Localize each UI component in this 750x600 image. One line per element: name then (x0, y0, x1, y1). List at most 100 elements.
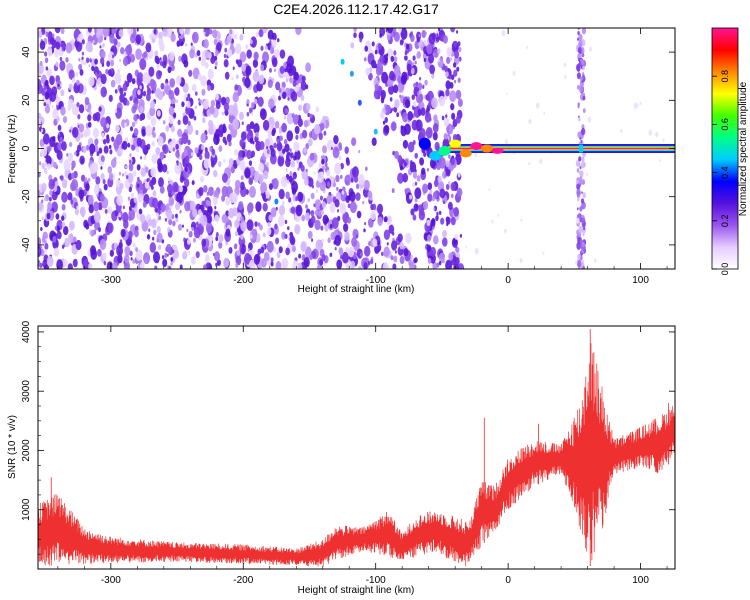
spectrogram-speckle (213, 38, 218, 46)
spectrogram-speckle (426, 244, 432, 253)
spectrogram-speckle (183, 149, 188, 157)
spectrogram-speckle (363, 57, 367, 62)
spectrogram-speckle (56, 225, 61, 233)
spectrogram-speckle (215, 100, 221, 110)
spectrogram-speckle (386, 28, 394, 34)
spectrogram-speckle (41, 199, 44, 204)
spectrogram-speckle (162, 144, 169, 155)
spectrogram-speckle (179, 28, 184, 35)
spectrogram-speckle (133, 114, 138, 122)
spectrogram-speckle (59, 56, 63, 62)
spectrogram-speckle (519, 257, 523, 264)
spectrogram-speckle (122, 205, 125, 210)
spectrogram-speckle (102, 178, 106, 185)
spectrogram-speckle (303, 119, 309, 128)
spectrogram-speckle (221, 195, 226, 202)
spectrogram-tone-onset (438, 145, 451, 156)
spectrogram-speckle (393, 84, 399, 94)
snr-x-tick-label: -200 (233, 575, 253, 586)
spectrogram-speckle (239, 51, 247, 63)
spectrogram-speckle (392, 231, 395, 236)
spectrogram-speckle (267, 221, 271, 227)
spectrogram-speckle (450, 157, 455, 166)
spectrogram-speckle (436, 262, 440, 268)
spectrogram-speckle (168, 218, 173, 226)
spectrogram-speckle (294, 149, 301, 161)
spectrogram-speckle (97, 248, 102, 257)
spectrogram-speckle (179, 185, 184, 193)
spectrogram-speckle (423, 39, 427, 45)
spectrogram-speckle (61, 215, 65, 221)
spectrogram-speckle (543, 111, 546, 115)
spectrogram-speckle (45, 66, 49, 71)
spectrogram-speckle (526, 45, 529, 50)
spectrogram-speckle (105, 68, 109, 75)
spectrogram-speckle (436, 211, 439, 216)
spectrogram-speckle (40, 128, 44, 133)
spectrogram-speckle (282, 91, 287, 100)
spectrogram-speckle (149, 180, 154, 187)
spectrogram-speckle (206, 262, 209, 268)
spectrogram-speckle (250, 112, 253, 116)
spectrogram-speckle (94, 58, 98, 65)
spectrogram-speckle (127, 142, 131, 148)
spectrogram-speckle (53, 247, 60, 257)
spectrogram-y-tick-label: 40 (21, 46, 32, 58)
spectrogram-speckle (275, 206, 278, 211)
spectrogram-speckle (68, 162, 71, 167)
spectrogram-speckle (197, 223, 204, 235)
spectrogram-speckle (249, 259, 256, 269)
spectrogram-x-tick-label: -200 (233, 275, 253, 286)
spectrogram-speckle (320, 209, 324, 216)
spectrogram-speckle (175, 75, 182, 85)
spectrogram-speckle (177, 119, 181, 126)
spectrogram-speckle (38, 30, 43, 39)
spectrogram-speckle (204, 50, 210, 59)
spectrogram-speckle (419, 157, 425, 166)
spectrogram-speckle (100, 138, 104, 143)
spectrogram-speckle (286, 130, 294, 142)
spectrogram-speckle (445, 80, 451, 90)
spectrogram-speckle (370, 210, 377, 221)
spectrogram-speckle (505, 139, 509, 145)
spectrogram-speckle (414, 187, 422, 199)
spectrogram-speckle (204, 150, 210, 160)
spectrogram-speckle (156, 225, 161, 234)
spectrogram-speckle (528, 162, 531, 166)
spectrogram-speckle (200, 75, 207, 87)
spectrogram-speckle (241, 121, 244, 126)
spectrogram-speckle (164, 252, 168, 258)
spectrogram-speckle (376, 203, 384, 215)
spectrogram-speckle (227, 48, 233, 58)
spectrogram-speckle (213, 169, 218, 178)
spectrogram-speckle (266, 161, 270, 168)
spectrogram-speckle (397, 233, 403, 243)
spectrogram-speckle (94, 111, 101, 122)
spectrogram-speckle (403, 248, 409, 257)
spectrogram-speckle (431, 97, 438, 109)
spectrogram-speckle (579, 77, 583, 82)
spectrogram-speckle (314, 209, 319, 216)
spectrogram-speckle (158, 71, 163, 77)
spectrogram-speckle (421, 167, 426, 175)
spectrogram-speckle (426, 167, 430, 172)
spectrogram-speckle (117, 41, 121, 48)
spectrogram-speckle (38, 62, 44, 75)
spectrogram-speckle (44, 51, 48, 57)
spectrogram-speckle (438, 28, 441, 32)
spectrogram-speckle (581, 28, 587, 35)
spectrogram-speckle (41, 216, 44, 221)
spectrogram-speckle (416, 51, 421, 59)
spectrogram-speckle (204, 254, 210, 263)
spectrogram-speckle (433, 179, 439, 188)
spectrogram-speckle (246, 149, 252, 160)
spectrogram-speckle (280, 175, 288, 188)
spectrogram-speckle (445, 114, 448, 118)
spectrogram-speckle (292, 171, 297, 180)
spectrogram-speckle (46, 68, 52, 78)
spectrogram-speckle (214, 205, 217, 210)
spectrogram-speckle (410, 31, 413, 36)
spectrogram-speckle (203, 38, 209, 49)
spectrogram-speckle (347, 217, 352, 224)
spectrogram-speckle (285, 191, 290, 199)
